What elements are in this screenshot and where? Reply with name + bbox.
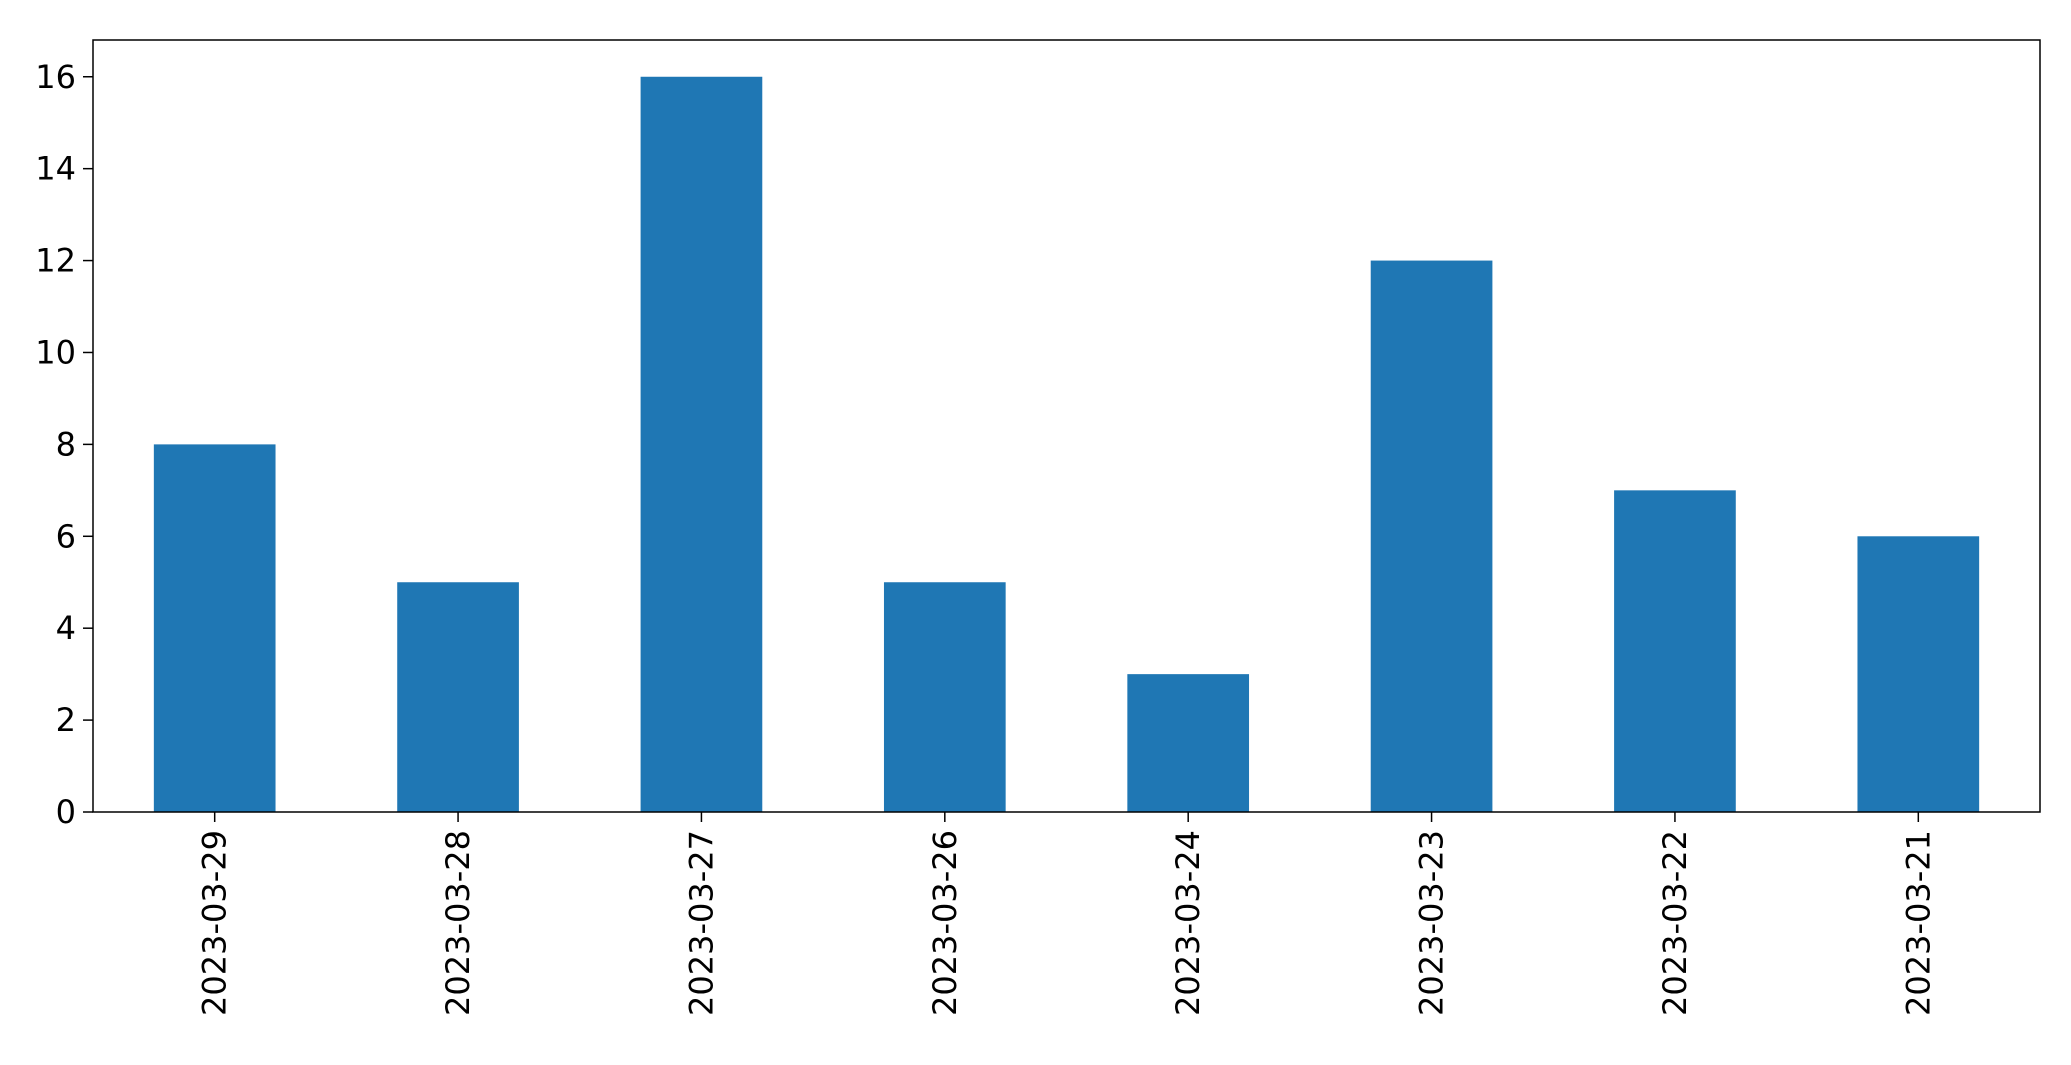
- bar-2023-03-29: [153, 444, 276, 812]
- x-tick-label: 2023-03-22: [1656, 830, 1694, 1016]
- x-tick-label: 2023-03-29: [196, 830, 234, 1016]
- x-tick-label: 2023-03-26: [926, 830, 964, 1016]
- y-tick-label: 8: [56, 425, 76, 463]
- x-tick-label: 2023-03-27: [682, 830, 720, 1016]
- y-tick-label: 10: [35, 333, 76, 371]
- bars-layer: [153, 76, 1980, 813]
- x-tick-label: 2023-03-24: [1169, 830, 1207, 1016]
- y-tick-label: 14: [35, 150, 76, 188]
- y-tick-label: 0: [56, 793, 76, 831]
- bar-2023-03-24: [1127, 674, 1250, 812]
- x-tick-label: 2023-03-21: [1899, 830, 1937, 1016]
- y-tick-label: 2: [56, 701, 76, 739]
- x-tick-label: 2023-03-23: [1413, 830, 1451, 1016]
- bar-2023-03-26: [883, 582, 1006, 812]
- bar-2023-03-27: [640, 76, 763, 812]
- plot-area-frame: [92, 39, 2041, 813]
- y-axis: 0 2 4 6 8 10 12 14 16: [35, 58, 93, 831]
- y-tick-label: 16: [35, 58, 76, 96]
- x-tick-label: 2023-03-28: [439, 830, 477, 1016]
- bar-2023-03-22: [1614, 490, 1736, 812]
- bar-2023-03-21: [1857, 536, 1980, 812]
- y-tick-label: 6: [56, 517, 76, 555]
- bar-2023-03-28: [397, 582, 519, 812]
- y-tick-label: 4: [56, 609, 76, 647]
- bar-2023-03-23: [1370, 260, 1493, 813]
- x-axis: 2023-03-29 2023-03-28 2023-03-27 2023-03-26…: [196, 812, 1937, 1016]
- y-tick-label: 12: [35, 242, 76, 280]
